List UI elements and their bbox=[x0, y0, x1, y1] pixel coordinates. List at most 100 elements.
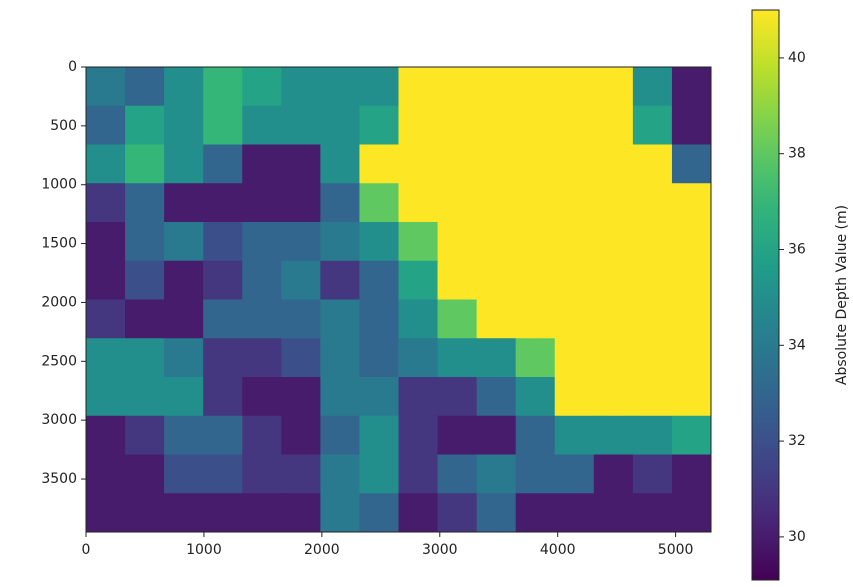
cell bbox=[672, 183, 712, 222]
cell bbox=[672, 493, 712, 532]
cell bbox=[633, 106, 673, 145]
cell bbox=[359, 455, 399, 494]
cell bbox=[320, 67, 360, 106]
cell bbox=[594, 106, 634, 145]
cell bbox=[477, 145, 517, 184]
cell bbox=[555, 493, 595, 532]
cell bbox=[633, 222, 673, 261]
cell bbox=[203, 106, 243, 145]
cell bbox=[242, 67, 282, 106]
cell bbox=[320, 261, 360, 300]
cell bbox=[86, 106, 126, 145]
cell bbox=[594, 338, 634, 377]
cell bbox=[203, 67, 243, 106]
cell bbox=[164, 183, 204, 222]
cell bbox=[86, 300, 126, 339]
heatmap bbox=[86, 67, 712, 533]
cell bbox=[399, 183, 439, 222]
cell bbox=[359, 338, 399, 377]
cell bbox=[86, 222, 126, 261]
cell bbox=[86, 416, 126, 455]
cell bbox=[125, 455, 165, 494]
cell bbox=[242, 416, 282, 455]
chart: Absolute Depth Value (m) 010002000300040… bbox=[0, 0, 853, 587]
cell bbox=[438, 67, 478, 106]
y-tick-label: 1500 bbox=[41, 236, 77, 252]
cell bbox=[320, 183, 360, 222]
colorbar-tick-label: 32 bbox=[788, 433, 806, 449]
cell bbox=[555, 183, 595, 222]
cell bbox=[125, 222, 165, 261]
cell bbox=[672, 222, 712, 261]
cell bbox=[555, 416, 595, 455]
cell bbox=[438, 493, 478, 532]
cell bbox=[86, 183, 126, 222]
cell bbox=[516, 222, 556, 261]
cell bbox=[633, 67, 673, 106]
cell bbox=[516, 183, 556, 222]
cell bbox=[633, 183, 673, 222]
cell bbox=[125, 377, 165, 416]
cell bbox=[125, 493, 165, 532]
cell bbox=[477, 183, 517, 222]
cell bbox=[359, 377, 399, 416]
cell bbox=[516, 416, 556, 455]
cell bbox=[125, 183, 165, 222]
cell bbox=[359, 67, 399, 106]
cell bbox=[242, 183, 282, 222]
cell bbox=[477, 222, 517, 261]
x-tick-label: 3000 bbox=[422, 542, 458, 558]
cell bbox=[164, 261, 204, 300]
cell bbox=[359, 106, 399, 145]
cell bbox=[555, 145, 595, 184]
y-tick-label: 0 bbox=[68, 59, 77, 75]
cell bbox=[438, 416, 478, 455]
cell bbox=[555, 300, 595, 339]
cell bbox=[516, 67, 556, 106]
cell bbox=[555, 455, 595, 494]
cell bbox=[242, 377, 282, 416]
cell bbox=[359, 261, 399, 300]
cell bbox=[672, 338, 712, 377]
cell bbox=[438, 300, 478, 339]
cell bbox=[203, 183, 243, 222]
x-tick-label: 4000 bbox=[540, 542, 576, 558]
x-tick-label: 1000 bbox=[186, 542, 222, 558]
cell bbox=[633, 300, 673, 339]
cell bbox=[281, 67, 321, 106]
cell bbox=[438, 261, 478, 300]
colorbar-tick-label: 34 bbox=[788, 337, 806, 353]
colorbar-tick-label: 38 bbox=[788, 146, 806, 162]
cell bbox=[594, 377, 634, 416]
cell bbox=[164, 416, 204, 455]
cell bbox=[125, 300, 165, 339]
cell bbox=[281, 222, 321, 261]
cell bbox=[477, 106, 517, 145]
cell bbox=[672, 67, 712, 106]
cell bbox=[125, 106, 165, 145]
cell bbox=[477, 300, 517, 339]
cell bbox=[86, 455, 126, 494]
colorbar-tick-label: 40 bbox=[788, 50, 806, 66]
cell bbox=[477, 455, 517, 494]
cell bbox=[399, 261, 439, 300]
cell bbox=[672, 455, 712, 494]
cell bbox=[320, 493, 360, 532]
cell bbox=[438, 183, 478, 222]
cell bbox=[555, 261, 595, 300]
cell bbox=[399, 338, 439, 377]
cell bbox=[672, 261, 712, 300]
cell bbox=[320, 300, 360, 339]
cell bbox=[281, 338, 321, 377]
y-tick-label: 2000 bbox=[41, 294, 77, 310]
cell bbox=[594, 67, 634, 106]
cell bbox=[516, 300, 556, 339]
cell bbox=[594, 145, 634, 184]
cell bbox=[633, 261, 673, 300]
cell bbox=[164, 377, 204, 416]
cell bbox=[86, 261, 126, 300]
cell bbox=[242, 261, 282, 300]
cell bbox=[594, 261, 634, 300]
colorbar bbox=[752, 10, 779, 580]
cell bbox=[399, 67, 439, 106]
